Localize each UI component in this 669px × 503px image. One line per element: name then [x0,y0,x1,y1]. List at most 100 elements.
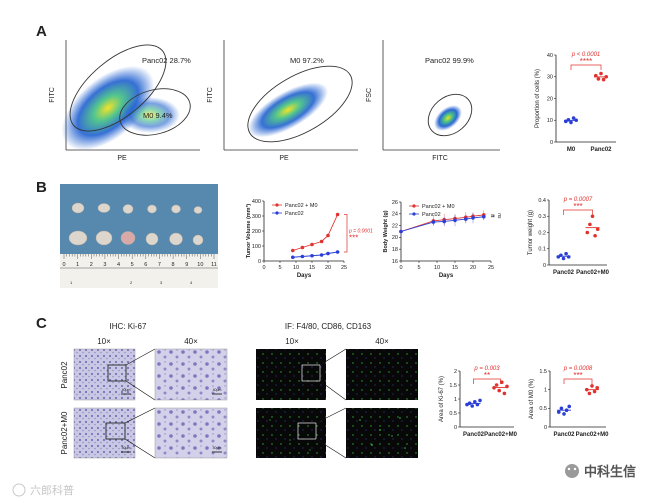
panel-label-a: A [36,23,47,40]
significance-bracket [491,214,495,218]
ihc-scale-3: 40μm [122,446,131,450]
gate-panc02 [69,44,167,132]
p-value: p = 0.0008 [563,366,593,372]
x-tick-label: 10 [293,265,299,271]
significance-bracket [563,209,593,215]
flow-3-xlabel: FITC [432,155,448,162]
category-label: Panc02+M0 [484,432,518,438]
data-point [467,401,472,406]
p-value: p = 0.0007 [563,197,593,203]
y-tick-label: 0.1 [538,247,546,253]
data-point [300,254,305,259]
ruler-number: 2 [90,262,93,268]
gate-m0-2 [247,65,353,143]
y-tick-label: 1 [544,387,547,393]
data-point [588,222,592,227]
ihc-40x-panc02 [154,348,228,401]
data-point [599,71,603,76]
ihc-row-panc02-m0: Panc02+M0 [60,411,69,454]
category-label: Panc02+M0 [576,270,610,276]
x-tick-label: 25 [341,265,347,271]
data-point [310,253,314,258]
ruler-number: 11 [211,262,217,268]
data-point [505,384,509,389]
data-point [475,402,480,407]
category-label: Panc02 [590,147,612,153]
data-point [559,253,563,258]
category-label: Panc02 [553,432,575,438]
data-point [566,118,571,122]
y-tick-label: 200 [252,229,261,235]
if-mag-40x: 40× [375,337,389,346]
if-mag-10x: 10× [285,337,299,346]
x-axis-label: Days [439,273,454,279]
data-point [574,118,578,123]
ruler-number: 9 [185,262,188,268]
data-point [562,412,566,416]
ihc-row-panc02: Panc02 [60,361,69,389]
y-tick-label: 1.5 [539,369,547,375]
series-line [292,251,338,258]
y-tick-label: 0.4 [538,198,546,204]
ruler-number: 1 [76,262,79,268]
flow-3-ylabel: FSC [366,88,373,102]
data-point [561,256,566,261]
y-tick-label: 400 [252,199,261,205]
legend-marker [412,204,416,208]
data-point [569,120,573,125]
data-point [592,389,597,394]
ruler-small-2: 2 [130,280,133,285]
data-point [453,218,457,223]
chart-proportion-of-cells: 0 10 20 30 40 Proportion of cells (%) M0 Panc02… [535,52,616,153]
x-tick-label: 0 [262,265,265,271]
data-point [470,404,475,408]
ihc-10x-panc02-m0 [73,407,136,459]
panel-label-b: B [36,179,47,196]
data-point [492,386,496,390]
data-point [604,74,608,79]
data-point [497,388,502,393]
watermark-left-text: 六郎科普 [30,483,74,497]
legend-marker [275,203,279,207]
ruler-number: 6 [144,262,147,268]
significance-stars: *** [573,371,582,380]
x-axis-label: Days [297,273,312,279]
ihc-40x-panc02-m0 [154,407,228,459]
significance-stars: **** [580,57,592,66]
ruler-number: 3 [103,262,106,268]
flow-1-ylabel: FITC [49,87,56,103]
data-point [595,386,599,390]
x-tick-label: 20 [325,265,331,271]
if-title: IF: F4/80, CD86, CD163 [285,322,372,331]
ruler-number: 7 [158,262,161,268]
y-tick-label: 0 [454,425,457,431]
legend-marker [275,211,279,215]
y-tick-label: 16 [392,259,398,265]
significance-bracket [570,64,602,70]
y-tick-label: 1 [454,397,457,403]
y-tick-label: 0 [543,263,546,269]
x-tick-label: 10 [434,265,440,271]
flow-plot-1: Panc02 28.7% M0 9.4% PE FITC [49,40,200,162]
data-point [559,406,564,411]
x-tick-label: 0 [399,265,402,271]
data-point [590,384,594,388]
data-point [601,77,606,82]
ruler-small-4: 4 [190,280,193,285]
gate-panc02-3 [427,93,473,137]
data-point [335,250,340,254]
x-tick-label: 20 [470,265,476,271]
y-tick-label: 10 [547,118,553,124]
ihc-panel: IHC: Ki-67 10× 40× Panc02 Panc02+M0 40μm… [60,322,228,459]
gate-label-panc02-3: Panc02 99.9% [425,56,474,65]
chart-tumor-volume: 0 100 200 300 400 0 5 10 15 20 25 Days Tumor Volume … [245,199,373,279]
if-40x-panc02-m0 [346,408,418,458]
y-tick-label: 0.5 [449,411,457,417]
watermark-left: 六郎科普 [12,483,74,497]
ruler-small-3: 3 [160,280,163,285]
y-axis-label: Tumor Volume (mm³) [245,204,252,259]
data-point [594,73,598,78]
watermark-right-text: 中科生信 [584,464,636,479]
flow-2-ylabel: FITC [207,87,214,103]
